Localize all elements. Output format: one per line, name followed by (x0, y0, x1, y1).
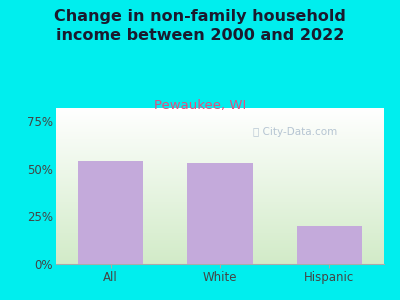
Text: Pewaukee, WI: Pewaukee, WI (154, 99, 246, 112)
Bar (187, 163, 253, 264)
Bar (296, 226, 362, 264)
Text: ⓘ City-Data.com: ⓘ City-Data.com (253, 127, 338, 137)
Bar (78, 161, 144, 264)
Text: Change in non-family household
income between 2000 and 2022: Change in non-family household income be… (54, 9, 346, 43)
